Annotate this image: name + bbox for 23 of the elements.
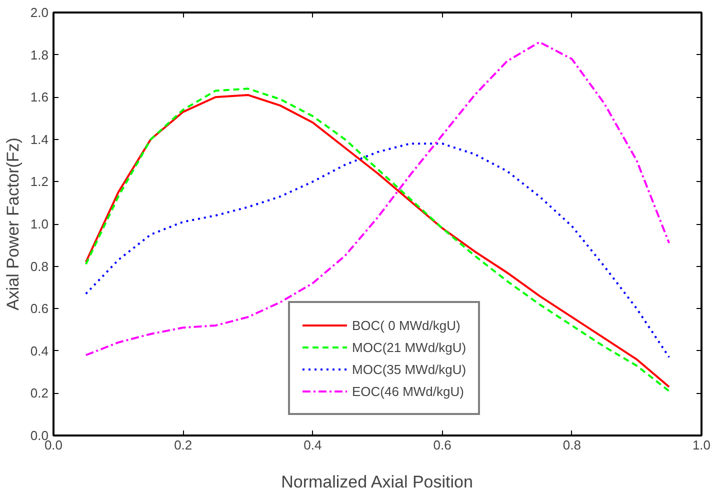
y-tick-label: 1.6 <box>30 90 49 105</box>
y-tick-label: 0.6 <box>30 301 49 316</box>
y-tick-label: 0.4 <box>30 343 49 358</box>
x-tick-label: 0.6 <box>433 438 452 452</box>
y-tick-label: 2.0 <box>30 5 49 20</box>
legend-label: MOC(35 MWd/kgU) <box>352 362 466 376</box>
line-series <box>84 41 670 356</box>
y-axis-title: Axial Power Factor(Fz) <box>3 138 22 310</box>
x-tick-label: 0.4 <box>304 438 322 452</box>
legend-label: BOC( 0 MWd/kgU) <box>352 318 460 332</box>
x-tick-label: 0.2 <box>174 438 192 452</box>
x-tick-label: 0.8 <box>562 438 581 452</box>
x-tick-label: 1.0 <box>692 438 711 452</box>
y-tick-label: 1.8 <box>30 47 49 62</box>
y-tick-label: 1.2 <box>30 174 49 190</box>
legend-label: MOC(21 MWd/kgU) <box>352 340 466 354</box>
line-series <box>84 142 670 358</box>
x-axis-title: Normalized Axial Position <box>281 472 473 492</box>
y-tick-label: 0.8 <box>30 258 49 274</box>
y-tick-label: 1.4 <box>30 132 49 147</box>
legend-label: EOC(46 MWd/kgU) <box>352 384 464 398</box>
y-tick-label: 1.0 <box>30 216 49 232</box>
y-tick-label: 0.2 <box>30 386 49 401</box>
